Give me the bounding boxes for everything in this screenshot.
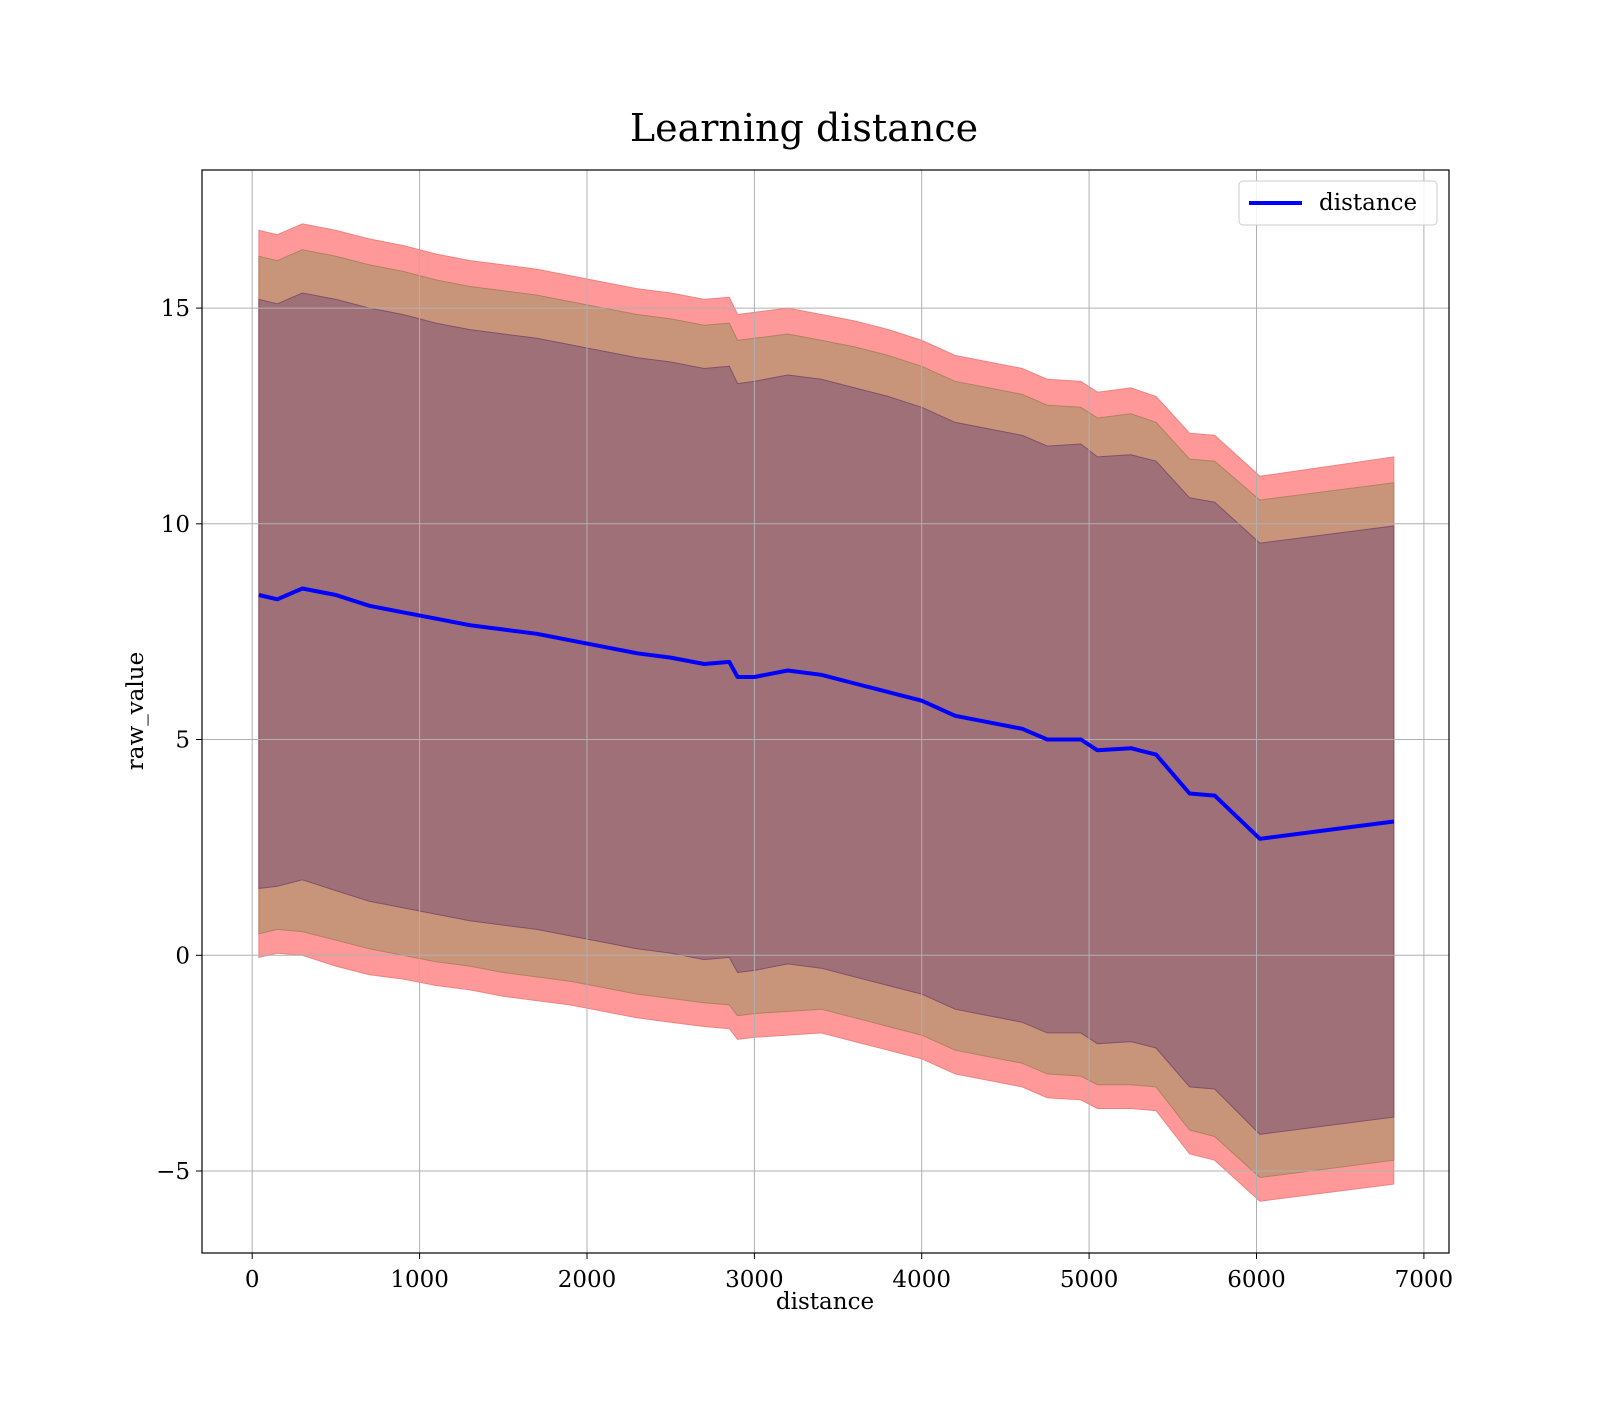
grid-lines bbox=[202, 170, 1449, 1253]
confidence-bands bbox=[258, 223, 1395, 1202]
chart-title: Learning distance bbox=[630, 106, 978, 150]
plot-frame bbox=[201, 169, 1450, 1254]
legend-label-distance: distance bbox=[1319, 190, 1417, 216]
x-tick-label: 2000 bbox=[558, 1267, 617, 1293]
y-tick-label: −5 bbox=[156, 1159, 190, 1185]
x-tick-label: 4000 bbox=[892, 1267, 951, 1293]
x-tick-label: 0 bbox=[245, 1267, 260, 1293]
x-tick-label: 1000 bbox=[390, 1267, 449, 1293]
band-inner bbox=[258, 292, 1395, 1135]
series-line-distance bbox=[258, 586, 1395, 841]
x-tick-label: 5000 bbox=[1060, 1267, 1119, 1293]
y-tick-label: 15 bbox=[161, 296, 190, 322]
x-tick-label: 6000 bbox=[1227, 1267, 1286, 1293]
x-axis-label: distance bbox=[776, 1289, 874, 1315]
y-tick-label: 10 bbox=[161, 512, 190, 538]
legend-box bbox=[1238, 180, 1438, 226]
y-tick-label: 5 bbox=[175, 728, 190, 754]
y-tick-label: 0 bbox=[175, 943, 190, 969]
x-tick-label: 3000 bbox=[725, 1267, 784, 1293]
x-tick-label: 7000 bbox=[1395, 1267, 1454, 1293]
y-axis-label: raw_value bbox=[123, 652, 149, 770]
legend: distance bbox=[1238, 180, 1438, 226]
y-axis-ticks: −5 0 5 10 15 bbox=[156, 296, 202, 1185]
x-axis-ticks: 0 1000 2000 3000 4000 5000 6000 7000 bbox=[245, 1253, 1453, 1293]
series-lines bbox=[258, 586, 1395, 841]
